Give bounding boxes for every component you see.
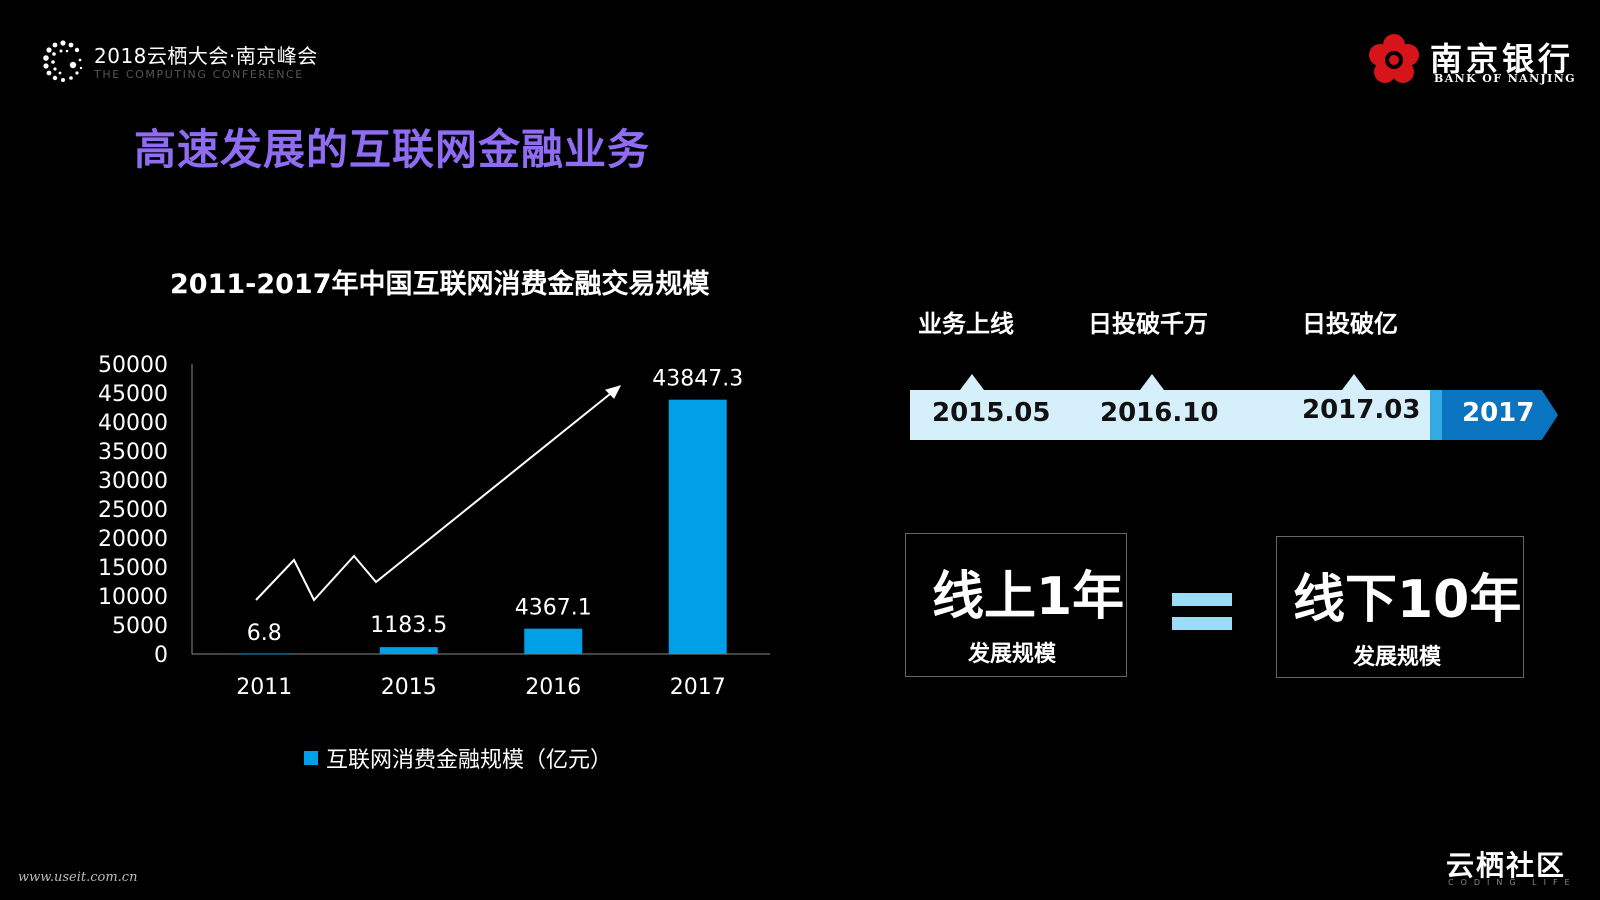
- y-tick-label: 20000: [98, 527, 168, 552]
- timeline-arrow-end: [1442, 390, 1558, 440]
- y-tick-label: 50000: [98, 353, 168, 378]
- watermark: www.useit.com.cn: [18, 870, 138, 885]
- data-label: 4367.1: [515, 596, 592, 621]
- y-tick-label: 5000: [112, 614, 168, 639]
- milestone-label-2: 日投破千万: [1088, 310, 1208, 338]
- offline-big-text: 线下10年: [1293, 570, 1522, 630]
- timeline-end-label: 2017: [1462, 398, 1535, 428]
- bar: [668, 399, 727, 654]
- milestone-date-2: 2016.10: [1100, 398, 1219, 428]
- chart-legend: 互联网消费金融规模（亿元）: [304, 742, 612, 774]
- timeline-bar: [910, 390, 1430, 440]
- y-tick-label: 45000: [98, 382, 168, 407]
- timeline-tick-2: [1140, 374, 1164, 390]
- conference-logo-icon: [40, 38, 86, 84]
- bar: [379, 647, 438, 654]
- milestone-date-3: 2017.03: [1302, 395, 1421, 425]
- y-tick-label: 10000: [98, 585, 168, 610]
- equals-icon-bottom: [1172, 617, 1232, 630]
- y-tick-label: 35000: [98, 440, 168, 465]
- offline-small-text: 发展规模: [1353, 645, 1442, 670]
- bar: [524, 628, 583, 654]
- offline-box: 线下10年 发展规模: [1276, 536, 1524, 678]
- data-label: 43847.3: [652, 367, 743, 392]
- y-tick-label: 40000: [98, 411, 168, 436]
- bar: [235, 653, 294, 655]
- x-tick-label: 2017: [670, 675, 726, 700]
- timeline-tick-3: [1342, 374, 1366, 390]
- y-tick-label: 25000: [98, 498, 168, 523]
- y-tick-label: 0: [154, 643, 168, 668]
- timeline-tick-1: [960, 374, 984, 390]
- bank-name-cn: 南京银行: [1430, 40, 1575, 78]
- x-tick-label: 2015: [381, 675, 437, 700]
- milestone-label-1: 业务上线: [918, 310, 1014, 338]
- milestone-date-1: 2015.05: [932, 398, 1051, 428]
- bank-logo-icon: [1366, 32, 1422, 88]
- chart-title: 2011-2017年中国互联网消费金融交易规模: [170, 269, 710, 300]
- legend-swatch: [304, 751, 318, 765]
- equals-icon-top: [1172, 593, 1232, 606]
- x-tick-label: 2011: [236, 675, 292, 700]
- conference-subtitle: THE COMPUTING CONFERENCE: [94, 68, 304, 81]
- online-box: 线上1年 发展规模: [905, 533, 1127, 677]
- data-label: 6.8: [247, 621, 282, 646]
- y-tick-label: 30000: [98, 469, 168, 494]
- timeline-accent: [1430, 390, 1442, 440]
- y-tick-label: 15000: [98, 556, 168, 581]
- milestone-label-3: 日投破亿: [1302, 310, 1398, 338]
- data-label: 1183.5: [370, 613, 447, 638]
- community-tagline: CODING LIFE: [1448, 878, 1577, 887]
- conference-title: 2018云栖大会·南京峰会: [94, 44, 318, 68]
- trend-arrow-icon: [255, 385, 621, 602]
- trend-arrow-head-icon: [605, 385, 621, 399]
- page-title: 高速发展的互联网金融业务: [134, 125, 651, 174]
- legend-label: 互联网消费金融规模（亿元）: [326, 748, 613, 773]
- bank-name-en: BANK OF NANJING: [1434, 72, 1576, 85]
- online-big-text: 线上1年: [932, 567, 1125, 627]
- bar-chart: 0 5000 10000 15000 20000 25000 30000 35000 40000…: [98, 353, 770, 700]
- community-logo: 云栖社区: [1446, 849, 1567, 882]
- x-tick-label: 2016: [525, 675, 581, 700]
- online-small-text: 发展规模: [968, 642, 1057, 667]
